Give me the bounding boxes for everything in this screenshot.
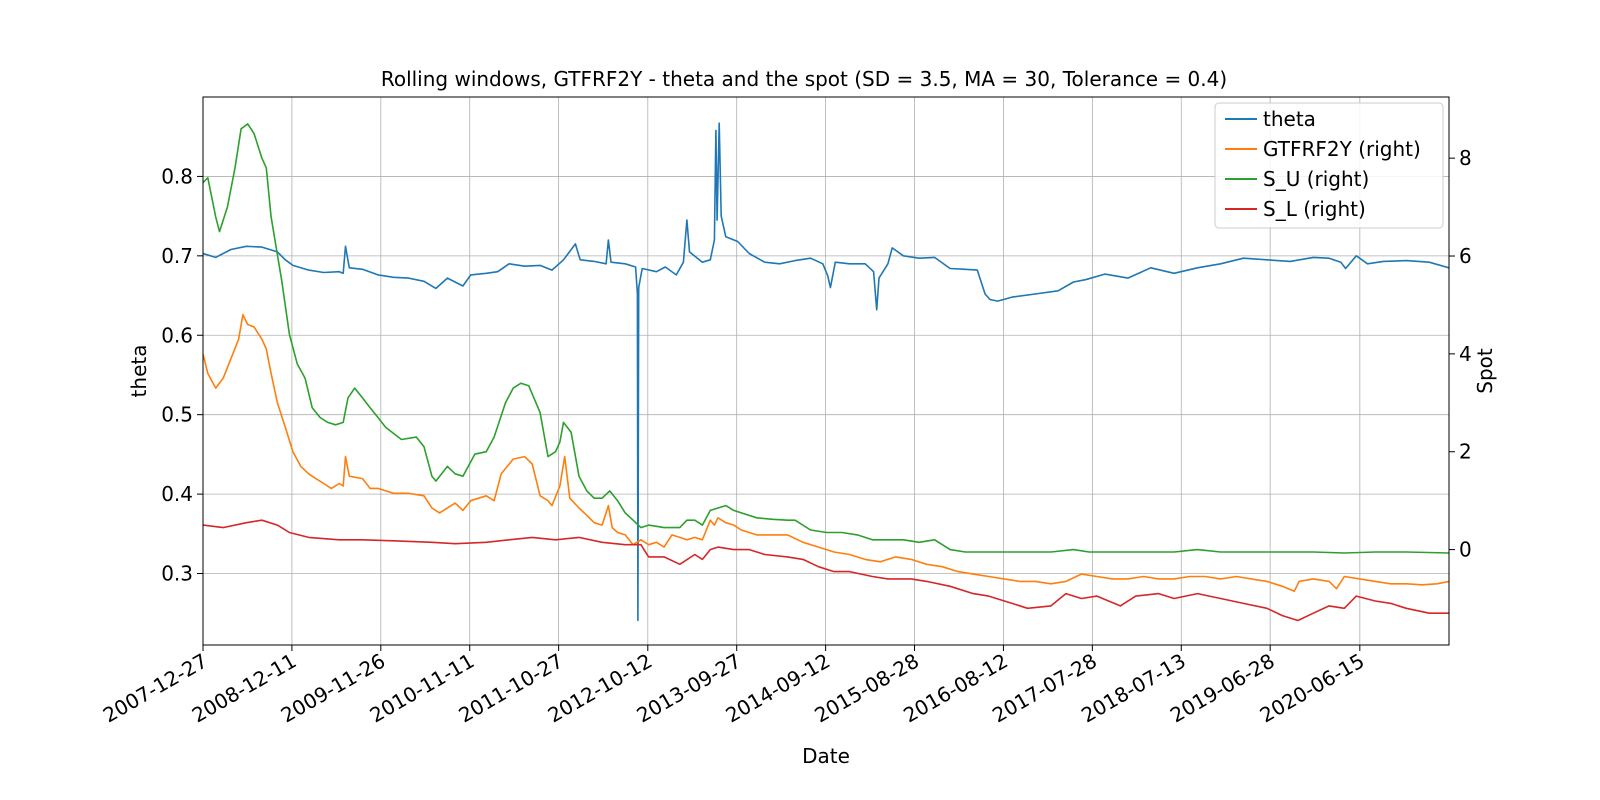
axis-ticks: 2007-12-272008-12-112009-11-262010-11-11… (99, 146, 1472, 727)
y-axis-title: theta (127, 345, 151, 398)
y2-tick-label: 6 (1459, 244, 1472, 268)
legend-label-s-u: S_U (right) (1263, 167, 1369, 191)
legend-label-gtfrf2y: GTFRF2Y (right) (1263, 137, 1421, 161)
series-lines (203, 122, 1449, 622)
chart-title: Rolling windows, GTFRF2Y - theta and the… (381, 67, 1227, 91)
y2-tick-label: 0 (1459, 538, 1472, 562)
series-line-theta (203, 122, 1449, 622)
legend-label-theta: theta (1263, 107, 1316, 131)
legend: theta GTFRF2Y (right) S_U (right) S_L (r… (1214, 102, 1444, 229)
y-tick-label: 0.5 (161, 403, 193, 427)
y2-axis-title: Spot (1473, 348, 1497, 394)
y-tick-label: 0.7 (161, 244, 193, 268)
y-tick-label: 0.8 (161, 164, 193, 188)
legend-box (1214, 102, 1444, 229)
grid-lines (202, 97, 1449, 645)
y2-tick-label: 2 (1459, 440, 1472, 464)
series-line-s-u-right (203, 123, 1449, 554)
series-line-gtfrf2y-right (203, 313, 1449, 592)
x-axis-title: Date (802, 744, 850, 768)
legend-label-s-l: S_L (right) (1263, 197, 1366, 221)
series-line-s-l-right (203, 519, 1449, 622)
y2-tick-label: 8 (1459, 146, 1472, 170)
y-tick-label: 0.3 (161, 562, 193, 586)
y-tick-label: 0.4 (161, 482, 193, 506)
y2-tick-label: 4 (1459, 342, 1472, 366)
y-tick-label: 0.6 (161, 323, 193, 347)
